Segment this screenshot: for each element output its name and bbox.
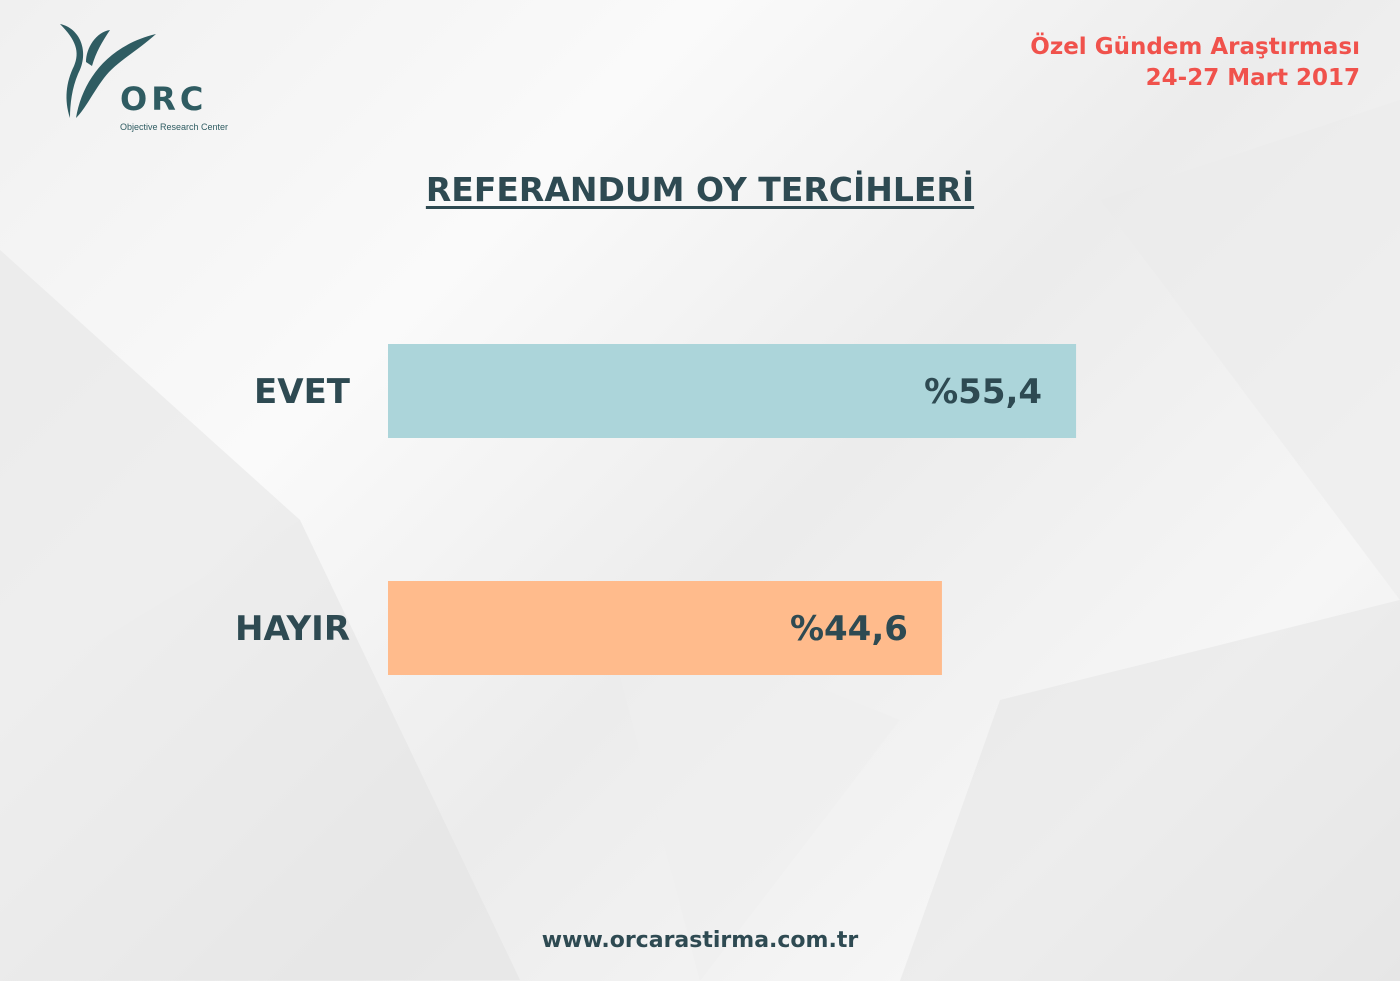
data-label: %44,6 [790,609,908,649]
survey-name: Özel Gündem Araştırması [1030,34,1360,60]
orc-logo: ORC Objective Research Center [56,22,246,134]
category-label: HAYIR [235,609,350,649]
bar-hayir [388,581,942,675]
category-label: EVET [254,372,351,412]
logo-text: ORC [120,80,207,118]
website-link[interactable]: www.orcarastirma.com.tr [541,928,859,953]
chart-title: REFERANDUM OY TERCİHLERİ [425,170,975,209]
survey-date: 24-27 Mart 2017 [1145,65,1360,91]
bar-evet [388,344,1077,438]
data-label: %55,4 [924,372,1042,412]
logo-subtitle: Objective Research Center [120,122,228,132]
